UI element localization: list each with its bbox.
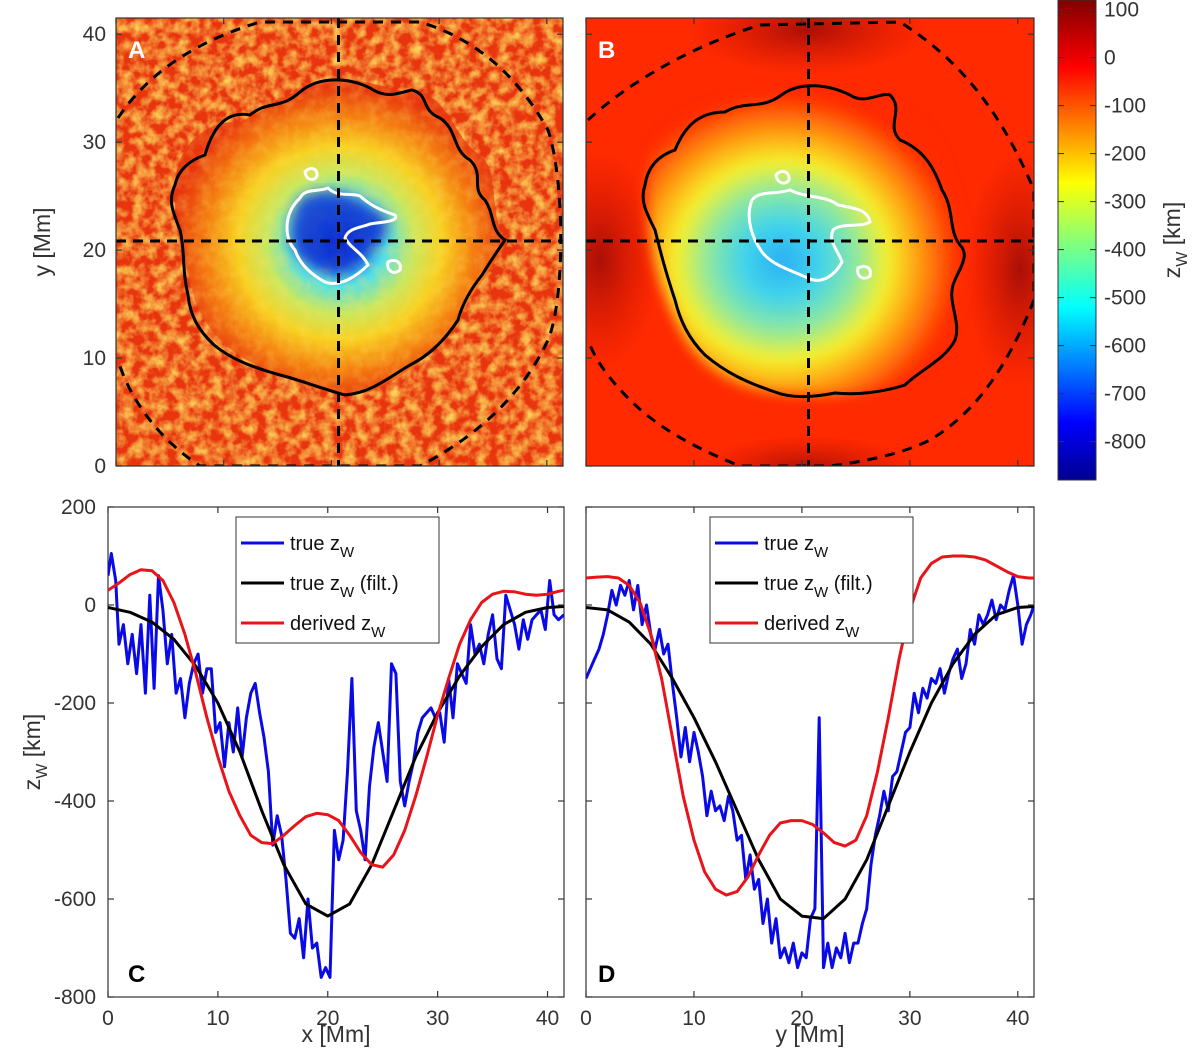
panel-c-legend-entry: derived zW xyxy=(290,613,386,641)
panel-c-lines xyxy=(108,552,564,979)
panel-b-label: B xyxy=(598,37,615,64)
colorbar-tick-label: -100 xyxy=(1104,95,1146,118)
panel-a-ylabel: y [Mm] xyxy=(29,208,55,277)
panel-d-xtick-label: 10 xyxy=(682,1007,705,1030)
panel-c-label: C xyxy=(128,961,145,988)
colorbar: 100 0 -100 -200 -300 -400 -500 -600 -700 -800 zW … xyxy=(1057,0,1191,481)
penumbra-contour xyxy=(169,78,508,397)
panel-b-umbra-contour xyxy=(747,188,872,282)
panel-b: B xyxy=(585,17,1035,467)
colorbar-label: zW [km] xyxy=(1159,202,1191,278)
panel-d-xtick-label: 20 xyxy=(790,1007,813,1030)
panel-a-ytick-label: 30 xyxy=(83,131,106,154)
colorbar-ticks: 100 0 -100 -200 -300 -400 -500 -600 -700 -800 xyxy=(1058,0,1146,454)
panel-d-legend-entry: true zW xyxy=(764,533,829,561)
panel-c: 0 10 20 30 40 -800 -600 -400 -200 0 200 C x [Mm] z… xyxy=(19,496,565,1047)
colorbar-tick-label: -400 xyxy=(1104,239,1146,262)
panel-d: 0 10 20 30 40 D y [Mm] true zW true zW (filt.… xyxy=(580,506,1035,1047)
panel-c-xlabel: x [Mm] xyxy=(302,1021,371,1047)
panel-c-axes: 0 10 20 30 40 -800 -600 -400 -200 0 200 xyxy=(54,496,564,1030)
panel-b-frame xyxy=(585,17,1035,467)
panel-c-legend-entry: true zW xyxy=(290,533,355,561)
panel-a: A 0 10 20 30 40 y [Mm] xyxy=(29,17,564,478)
panel-a-ytick-label: 10 xyxy=(83,347,106,370)
panel-b-contours xyxy=(586,18,1034,466)
panel-c-xtick-label: 40 xyxy=(536,1007,559,1030)
panel-d-lines xyxy=(586,554,1034,970)
panel-c-series-1 xyxy=(108,605,564,918)
panel-c-ytick-label: 0 xyxy=(84,594,96,617)
panel-d-axes: 0 10 20 30 40 xyxy=(580,506,1034,1030)
panel-c-ytick-label: -400 xyxy=(54,790,96,813)
colorbar-tick-label: -300 xyxy=(1104,191,1146,214)
panel-c-xtick-label: 30 xyxy=(426,1007,449,1030)
panel-c-ytick-label: -800 xyxy=(54,986,96,1009)
colorbar-tick-label: -200 xyxy=(1104,143,1146,166)
panel-b-outer-dashed-contour xyxy=(586,20,1034,466)
panel-c-ytick-label: 200 xyxy=(61,496,96,519)
panel-c-ytick-label: -200 xyxy=(54,692,96,715)
panel-c-series-0 xyxy=(108,552,564,979)
colorbar-tick-label: 100 xyxy=(1104,0,1139,22)
colorbar-tick-label: -800 xyxy=(1104,431,1146,454)
colorbar-scale xyxy=(1057,0,1097,481)
panel-c-series-2 xyxy=(108,568,564,869)
panel-d-xtick-label: 30 xyxy=(898,1007,921,1030)
panel-a-label: A xyxy=(128,37,145,64)
panel-a-frame xyxy=(115,17,564,467)
panel-c-xtick-label: 20 xyxy=(316,1007,339,1030)
panel-a-ytick-label: 0 xyxy=(94,455,106,478)
colorbar-tick-label: 0 xyxy=(1104,47,1116,70)
panel-d-label: D xyxy=(598,961,615,988)
colorbar-tick-label: -700 xyxy=(1104,383,1146,406)
panel-a-y-axis: 0 10 20 30 40 xyxy=(83,18,563,478)
panel-c-ylabel: zW [km] xyxy=(19,714,51,790)
panel-c-xtick-label: 10 xyxy=(206,1007,229,1030)
panel-d-legend: true zW true zW (filt.) derived zW xyxy=(709,516,914,644)
colorbar-tick-label: -500 xyxy=(1104,287,1146,310)
panel-c-legend-entry: true zW (filt.) xyxy=(290,573,399,601)
colorbar-tick-label: -600 xyxy=(1104,335,1146,358)
panel-b-axis-ticks xyxy=(585,18,1034,467)
panel-d-xtick-label: 0 xyxy=(580,1007,592,1030)
panel-a-ytick-label: 20 xyxy=(83,239,106,262)
panel-d-series-1 xyxy=(586,605,1034,921)
panel-a-ytick-label: 40 xyxy=(83,23,106,46)
panel-c-ytick-label: -600 xyxy=(54,888,96,911)
umbra-contour xyxy=(285,186,398,285)
panel-c-legend: true zW true zW (filt.) derived zW xyxy=(235,516,440,644)
panel-d-xtick-label: 40 xyxy=(1006,1007,1029,1030)
panel-d-series-2 xyxy=(586,554,1034,897)
panel-d-xlabel: y [Mm] xyxy=(776,1021,845,1047)
panel-c-xtick-label: 0 xyxy=(102,1007,114,1030)
panel-b-penumbra-contour xyxy=(641,84,966,399)
panel-d-legend-entry: derived zW xyxy=(764,613,860,641)
panel-d-legend-entry: true zW (filt.) xyxy=(764,573,873,601)
